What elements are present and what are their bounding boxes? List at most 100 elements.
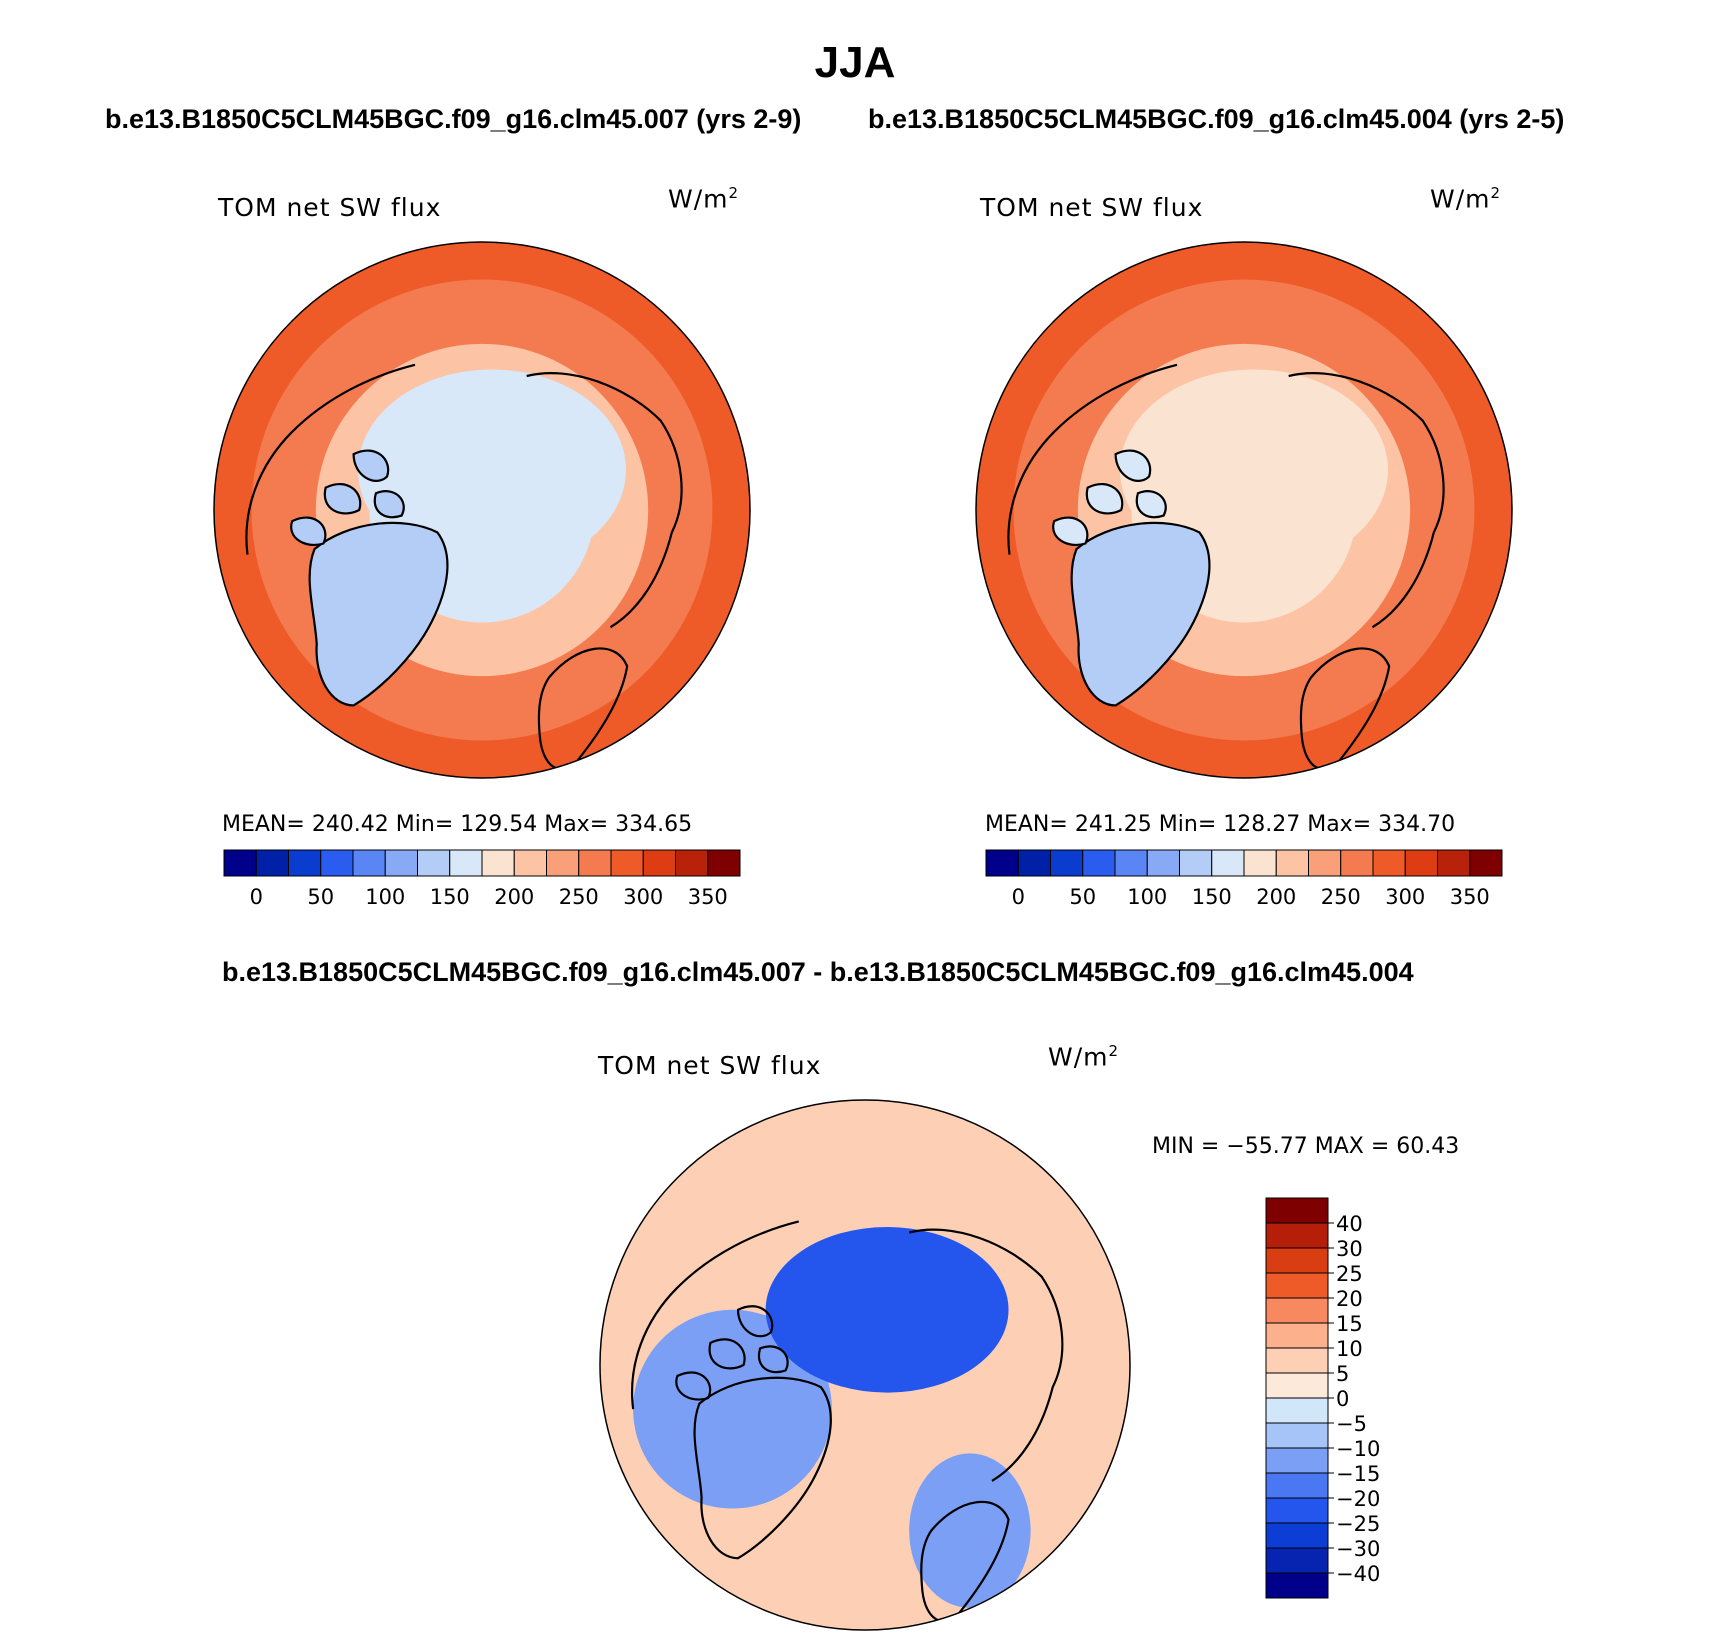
- colorbar-box-8: [481, 849, 515, 877]
- colorbar-box-12: [1265, 1497, 1329, 1524]
- colorbar-tick-label: 0: [1336, 1387, 1349, 1411]
- panel-b-units: W/m2: [1430, 184, 1502, 214]
- case-b-label: b.e13.B1850C5CLM45BGC.f09_g16.clm45.004 …: [868, 104, 1565, 134]
- eurasia-coastline: [908, 1228, 1064, 1482]
- archipelago-island-1: [708, 1338, 746, 1370]
- polar-map-case-a: [213, 241, 751, 779]
- colorbar-box-0: [223, 849, 257, 877]
- colorbar-box-7: [1265, 1372, 1329, 1399]
- colorbar-box-9: [1265, 1422, 1329, 1449]
- colorbar-box-11: [1265, 1472, 1329, 1499]
- archipelago-island-1: [1085, 482, 1124, 515]
- diff-arctic-region: [765, 1226, 1009, 1393]
- colorbar-tick-label: −10: [1336, 1437, 1380, 1461]
- archipelago-island-2: [1135, 490, 1167, 519]
- colorbar-tick-label: 150: [430, 885, 470, 908]
- colorbar-box-15: [1469, 849, 1503, 877]
- colorbar-box-2: [1050, 849, 1084, 877]
- colorbar-case-b: 0 50 100 150 200 250 300 350: [985, 849, 1503, 908]
- colorbar-box-0: [1265, 1197, 1329, 1224]
- colorbar-tick-label: 250: [1321, 885, 1361, 908]
- colorbar-box-5: [384, 849, 418, 877]
- colorbar-box-11: [578, 849, 612, 877]
- colorbar-tick-label: 200: [494, 885, 534, 908]
- diff-atlantic-region: [1008, 1365, 1130, 1498]
- colorbar-box-15: [707, 849, 741, 877]
- colorbar-box-6: [1265, 1347, 1329, 1374]
- greenland-coastline: [1070, 521, 1211, 707]
- colorbar-box-12: [610, 849, 644, 877]
- colorbar-tick-label: 0: [1012, 885, 1025, 908]
- colorbar-tick-label: 30: [1336, 1237, 1363, 1261]
- archipelago-island-3: [675, 1371, 712, 1401]
- scandinavia-coastline: [1299, 647, 1391, 771]
- colorbar-box-14: [1265, 1547, 1329, 1574]
- colorbar-tick-label: −30: [1336, 1537, 1380, 1561]
- archipelago-island-1: [323, 482, 362, 515]
- panel-b-stats: MEAN= 241.25 Min= 128.27 Max= 334.70: [985, 812, 1456, 837]
- panel-a-variable: TOM net SW flux: [218, 193, 442, 222]
- colorbar-box-2: [1265, 1247, 1329, 1274]
- colorbar-tick-label: 50: [307, 885, 334, 908]
- map-border: [213, 241, 751, 779]
- colorbar-box-10: [1308, 849, 1342, 877]
- colorbar-box-1: [1017, 849, 1051, 877]
- colorbar-tick-label: 40: [1336, 1212, 1363, 1236]
- colorbar-box-3: [1082, 849, 1116, 877]
- colorbar-case-a: 0 50 100 150 200 250 300 350: [223, 849, 741, 908]
- colorbar-box-6: [417, 849, 451, 877]
- panel-diff-units: W/m2: [1048, 1042, 1120, 1072]
- colorbar-box-9: [1275, 849, 1309, 877]
- colorbar-box-1: [255, 849, 289, 877]
- map-border: [975, 241, 1513, 779]
- colorbar-box-10: [546, 849, 580, 877]
- eurasia-coastline: [1288, 372, 1445, 629]
- colorbar-tick-label: 200: [1256, 885, 1296, 908]
- colorbar-box-0: [985, 849, 1019, 877]
- colorbar-box-13: [1404, 849, 1438, 877]
- case-a-label: b.e13.B1850C5CLM45BGC.f09_g16.clm45.007 …: [105, 104, 802, 134]
- colorbar-box-7: [1211, 849, 1245, 877]
- america-coastline: [631, 1220, 800, 1410]
- colorbar-tick-label: 5: [1336, 1362, 1349, 1386]
- greenland-coastline: [693, 1376, 832, 1560]
- arctic-ice-region: [358, 369, 626, 571]
- polar-map-difference: [599, 1099, 1131, 1631]
- colorbar-box-4: [1114, 849, 1148, 877]
- archipelago-island-0: [1114, 449, 1152, 482]
- colorbar-box-13: [1265, 1522, 1329, 1549]
- colorbar-box-8: [1243, 849, 1277, 877]
- colorbar-box-6: [1179, 849, 1213, 877]
- colorbar-tick-label: −25: [1336, 1512, 1380, 1536]
- colorbar-tick-label: 350: [688, 885, 728, 908]
- colorbar-tick-label: −20: [1336, 1487, 1380, 1511]
- greenland-coastline: [308, 521, 449, 707]
- polar-map-case-b: [975, 241, 1513, 779]
- colorbar-tick-label: 20: [1336, 1287, 1363, 1311]
- colorbar-tick-label: 100: [365, 885, 405, 908]
- panel-diff-stats: MIN = −55.77 MAX = 60.43: [1152, 1134, 1460, 1159]
- colorbar-tick-label: 25: [1336, 1262, 1363, 1286]
- colorbar-box-2: [288, 849, 322, 877]
- colorbar-box-12: [1372, 849, 1406, 877]
- scandinavia-coastline: [537, 647, 629, 771]
- colorbar-tick-label: 250: [559, 885, 599, 908]
- colorbar-tick-label: −15: [1336, 1462, 1380, 1486]
- diff-scandinavia-region: [909, 1453, 1031, 1608]
- colorbar-box-5: [1265, 1322, 1329, 1349]
- colorbar-box-8: [1265, 1397, 1329, 1424]
- archipelago-island-0: [736, 1305, 774, 1338]
- panel-a-stats: MEAN= 240.42 Min= 129.54 Max= 334.65: [222, 812, 693, 837]
- colorbar-box-13: [642, 849, 676, 877]
- colorbar-tick-label: 0: [250, 885, 263, 908]
- panel-b-variable: TOM net SW flux: [980, 193, 1204, 222]
- eurasia-coastline: [526, 372, 683, 629]
- archipelago-island-3: [1052, 516, 1089, 546]
- colorbar-box-7: [449, 849, 483, 877]
- colorbar-box-14: [1437, 849, 1471, 877]
- colorbar-tick-label: 10: [1336, 1337, 1363, 1361]
- figure-title: JJA: [814, 38, 896, 87]
- america-coastline: [1007, 363, 1178, 555]
- scandinavia-coastline: [920, 1500, 1010, 1623]
